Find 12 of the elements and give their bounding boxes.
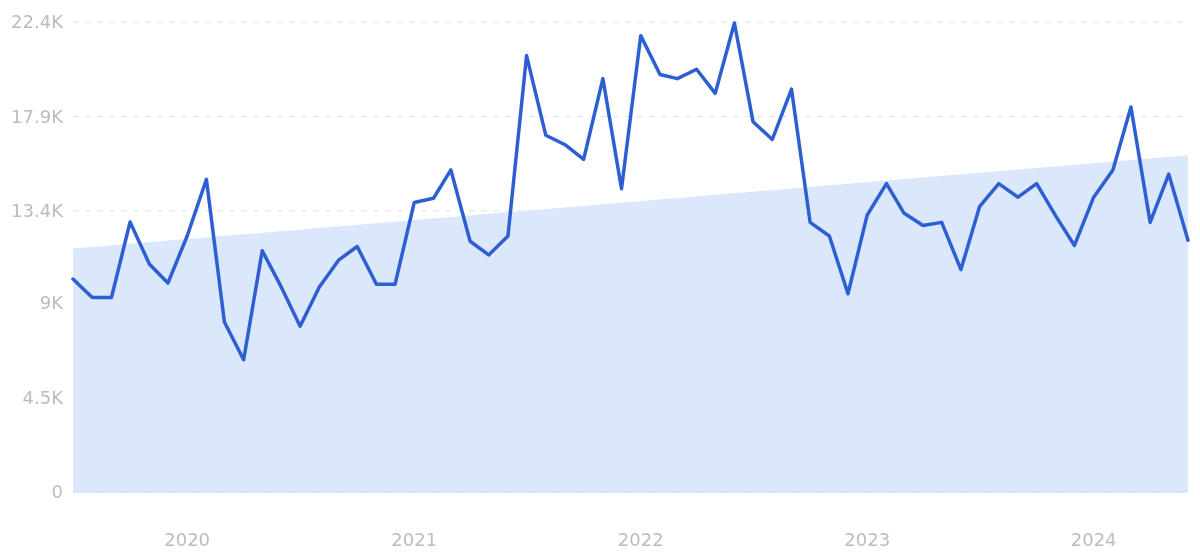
- y-tick-label: 22.4K: [11, 11, 65, 33]
- y-tick-label: 17.9K: [11, 105, 65, 127]
- x-tick-label: 2023: [844, 529, 891, 550]
- x-tick-label: 2021: [391, 529, 438, 550]
- y-tick-label: 13.4K: [11, 200, 65, 222]
- y-tick-label: 9K: [39, 292, 65, 314]
- x-tick-label: 2022: [617, 529, 664, 550]
- line-series: [71, 21, 1190, 362]
- y-tick-label: 4.5K: [22, 386, 65, 408]
- x-tick-label: 2020: [164, 529, 211, 550]
- y-tick-label: 0: [51, 481, 63, 503]
- x-tick-label: 2024: [1070, 529, 1117, 550]
